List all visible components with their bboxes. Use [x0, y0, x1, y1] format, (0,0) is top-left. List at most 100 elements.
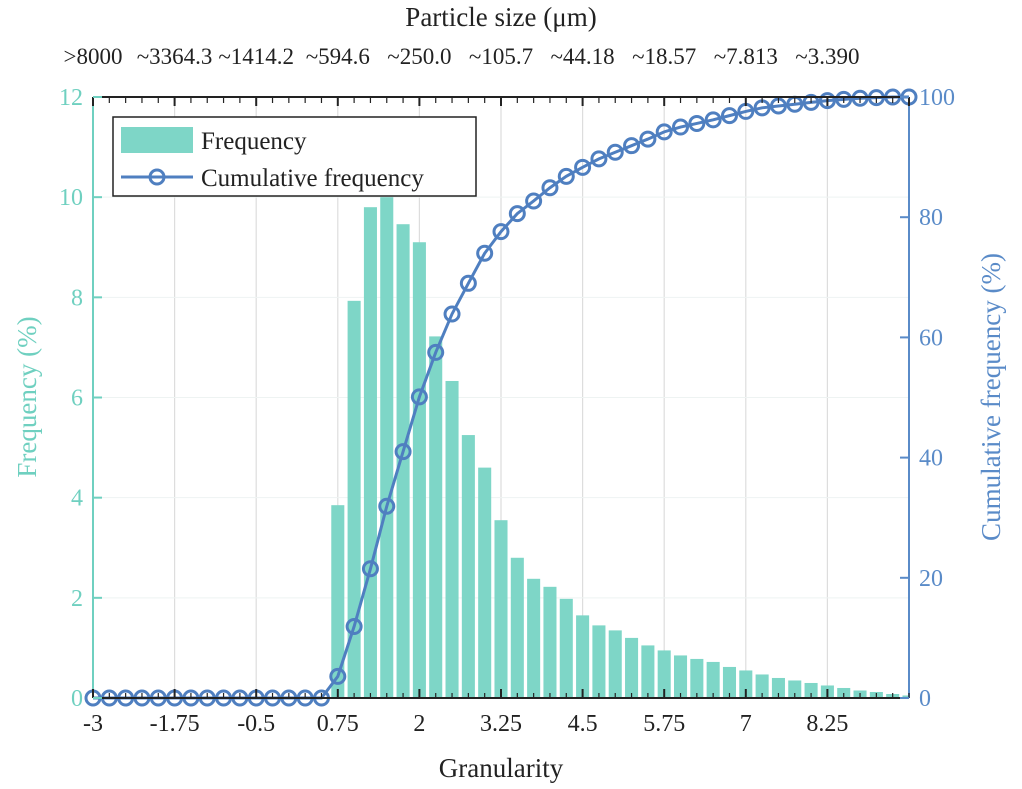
x-tick-label: -1.75: [150, 711, 200, 737]
legend-cumulative-marker: [148, 168, 166, 186]
frequency-bar: [559, 598, 573, 698]
cumulative-point: [329, 667, 347, 685]
cumulative-point: [394, 443, 412, 461]
frequency-bar: [445, 380, 459, 698]
y-tick-label: 10: [59, 185, 83, 211]
y2-tick-label: 40: [919, 446, 943, 472]
frequency-bar: [347, 300, 361, 698]
legend: Frequency Cumulative frequency: [112, 116, 477, 197]
frequency-bars: [331, 197, 909, 698]
y-tick-label: 0: [71, 686, 83, 712]
frequency-bar: [363, 207, 377, 698]
x-tick-label: 5.75: [643, 711, 685, 737]
cumulative-point: [427, 343, 445, 361]
frequency-bar: [527, 578, 541, 698]
x-tick-label: -3: [83, 711, 103, 737]
frequency-bar: [592, 625, 606, 698]
x-tick-label: 3.25: [480, 711, 522, 737]
y2-tick-label: 100: [919, 85, 955, 111]
frequency-bar: [706, 661, 720, 698]
cumulative-point: [525, 192, 543, 210]
frequency-bar: [804, 682, 818, 698]
frequency-bar: [625, 637, 639, 698]
top-tick-label: ~44.18: [550, 44, 614, 69]
cumulative-point: [476, 244, 494, 262]
cumulative-point: [443, 305, 461, 323]
cumulative-point: [492, 223, 510, 241]
legend-frequency-swatch: [121, 127, 193, 153]
cumulative-point: [688, 114, 706, 132]
cumulative-point: [623, 137, 641, 155]
cumulative-point: [410, 388, 428, 406]
x-tick-label: 8.25: [806, 711, 848, 737]
frequency-bar: [902, 695, 909, 698]
frequency-bar: [641, 645, 655, 698]
y2-tick-label: 60: [919, 325, 943, 351]
cumulative-point: [361, 560, 379, 578]
frequency-bar: [380, 197, 394, 698]
top-tick-label: ~594.6: [306, 44, 370, 69]
x-axis-label: Granularity: [439, 753, 564, 783]
cumulative-point: [606, 143, 624, 161]
frequency-bar: [722, 666, 737, 698]
axis-ticks: -3 -1.75 -0.5 0.75 2 3.25 4.5 5.75 7 8.25 >8000 ~33…: [59, 44, 955, 737]
frequency-bar: [576, 615, 590, 698]
cumulative-point: [557, 167, 575, 185]
cumulative-point: [704, 111, 722, 129]
frequency-bar: [429, 336, 443, 698]
top-tick-label: ~105.7: [469, 44, 533, 69]
cumulative-point: [835, 90, 853, 108]
frequency-bar: [396, 224, 410, 698]
cumulative-point: [459, 274, 477, 292]
y-tick-label: 4: [71, 486, 83, 512]
cumulative-point: [851, 89, 869, 107]
frequency-bar: [755, 674, 769, 698]
frequency-bar: [543, 586, 557, 698]
x-tick-label: 4.5: [568, 711, 598, 737]
frequency-bar: [739, 670, 753, 698]
cumulative-point: [818, 92, 836, 110]
frequency-bar: [461, 435, 475, 698]
y2-tick-label: 80: [919, 205, 943, 231]
frequency-bar: [690, 658, 704, 698]
cumulative-point: [508, 205, 526, 223]
frequency-bar: [771, 677, 785, 698]
cumulative-point: [541, 179, 559, 197]
top-tick-label: >8000: [64, 44, 123, 69]
cumulative-point: [655, 123, 673, 141]
x-tick-label: 2: [413, 711, 425, 737]
top-tick-label: ~18.57: [632, 44, 696, 69]
y2-tick-label: 20: [919, 566, 943, 592]
top-tick-label: ~1414.2: [218, 44, 294, 69]
legend-frequency-label: Frequency: [201, 128, 307, 155]
y-tick-label: 8: [71, 285, 83, 311]
cumulative-point: [720, 107, 738, 125]
top-axis-label: Particle size (μm): [405, 2, 596, 32]
frequency-bar: [657, 650, 671, 698]
legend-cumulative-label: Cumulative frequency: [201, 165, 424, 192]
y2-tick-label: 0: [919, 686, 931, 712]
cumulative-point: [802, 93, 820, 111]
y-tick-label: 2: [71, 586, 83, 612]
frequency-bar: [478, 467, 492, 698]
x-tick-label: -0.5: [237, 711, 275, 737]
frequency-bar: [837, 687, 851, 698]
frequency-bar: [608, 630, 622, 698]
cumulative-point: [590, 150, 608, 168]
top-tick-label: ~3364.3: [137, 44, 213, 69]
cumulative-point: [639, 130, 657, 148]
top-tick-label: ~3.390: [795, 44, 859, 69]
y-axis-label: Frequency (%): [12, 316, 42, 477]
cumulative-point: [345, 617, 363, 635]
cumulative-point: [737, 102, 755, 120]
frequency-bar: [494, 520, 508, 698]
top-tick-label: ~7.813: [714, 44, 778, 69]
y2-axis-label: Cumulative frequency (%): [976, 253, 1006, 541]
cumulative-point: [574, 158, 592, 176]
top-tick-label: ~250.0: [387, 44, 451, 69]
x-tick-label: 7: [740, 711, 752, 737]
x-tick-label: 0.75: [317, 711, 359, 737]
cumulative-point: [672, 118, 690, 136]
frequency-bar: [331, 505, 345, 698]
